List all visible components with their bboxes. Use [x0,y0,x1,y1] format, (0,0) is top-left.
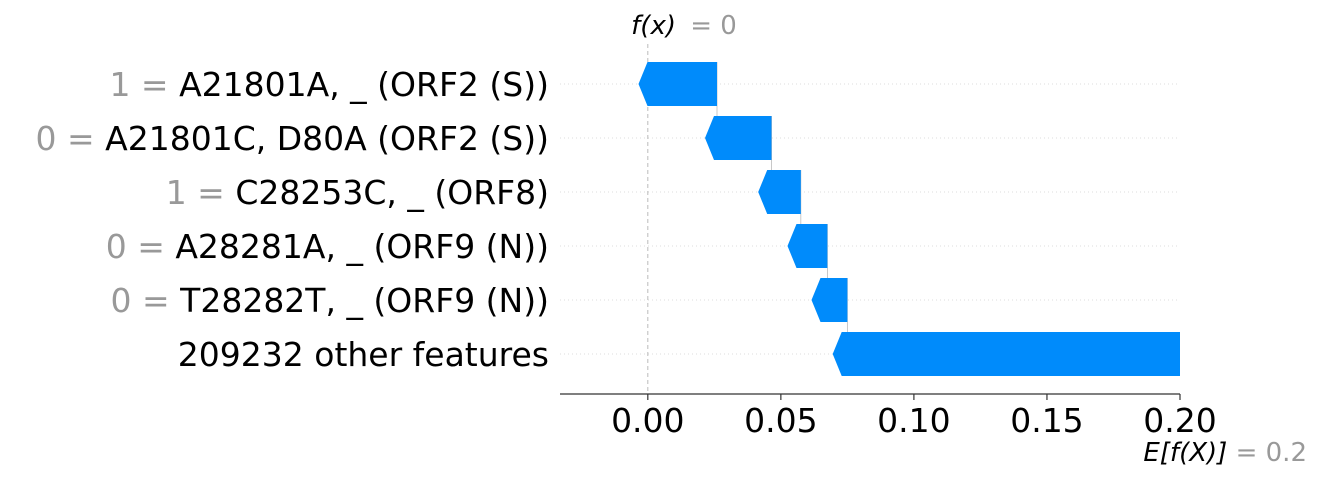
feature-name: A28281A, _ (ORF9 (N)) [175,227,549,266]
base-annotation-label: E[f(X)] [1143,438,1227,468]
feature-value: 1 [166,173,187,212]
x-tick-label: 0.00 [611,401,684,440]
feature-name: C28253C, _ (ORF8) [235,173,549,212]
feature-value: 0 [106,227,127,266]
feature-equals: = [130,65,179,104]
bar-1 [638,62,717,106]
feature-label: 0 = A21801C, D80A (ORF2 (S)) [36,119,550,158]
x-axis: 0.00 0.05 0.10 0.15 0.20 [560,393,1217,440]
feature-value: 1 [109,65,130,104]
fx-annotation-label: f(x) [631,11,676,41]
feature-label: 0 = A28281A, _ (ORF9 (N)) [106,227,549,266]
feature-value: 0 [36,119,57,158]
feature-label: 1 = A21801A, _ (ORF2 (S)) [109,65,549,104]
feature-name: 209232 other features [178,335,549,374]
x-tick-label: 0.20 [1143,401,1216,440]
feature-name: A21801C, D80A (ORF2 (S)) [105,119,549,158]
feature-label: 1 = C28253C, _ (ORF8) [166,173,549,212]
base-annotation-value: = [1236,438,1266,468]
bar-4 [787,224,828,268]
feature-label: 0 = T28282T, _ (ORF9 (N)) [111,281,549,320]
x-tick-label: 0.05 [744,401,817,440]
fx-annotation-number: 0 [720,11,737,41]
base-annotation-number: 0.2 [1266,438,1307,468]
fx-annotation: f(x) = 0 [631,11,737,41]
feature-equals: = [57,119,106,158]
feature-equals: = [132,281,181,320]
feature-label: 209232 other features [178,335,549,374]
bars [638,62,1180,376]
x-tick-label: 0.10 [877,401,950,440]
feature-value: 0 [111,281,132,320]
bar-3 [758,170,801,214]
x-tick-label: 0.15 [1010,401,1083,440]
feature-equals: = [187,173,236,212]
feature-labels: 1 = A21801A, _ (ORF2 (S)) 0 = A21801C, D8… [36,65,550,374]
fx-annotation-value: = [690,11,720,41]
bar-2 [705,116,772,160]
feature-name: T28282T, _ (ORF9 (N)) [179,281,549,320]
feature-name: A21801A, _ (ORF2 (S)) [179,65,549,104]
bar-6 [832,332,1180,376]
feature-equals: = [127,227,176,266]
base-annotation: E[f(X)] = 0.2 [1143,438,1307,468]
bar-5 [811,278,848,322]
gridlines [560,83,1180,355]
